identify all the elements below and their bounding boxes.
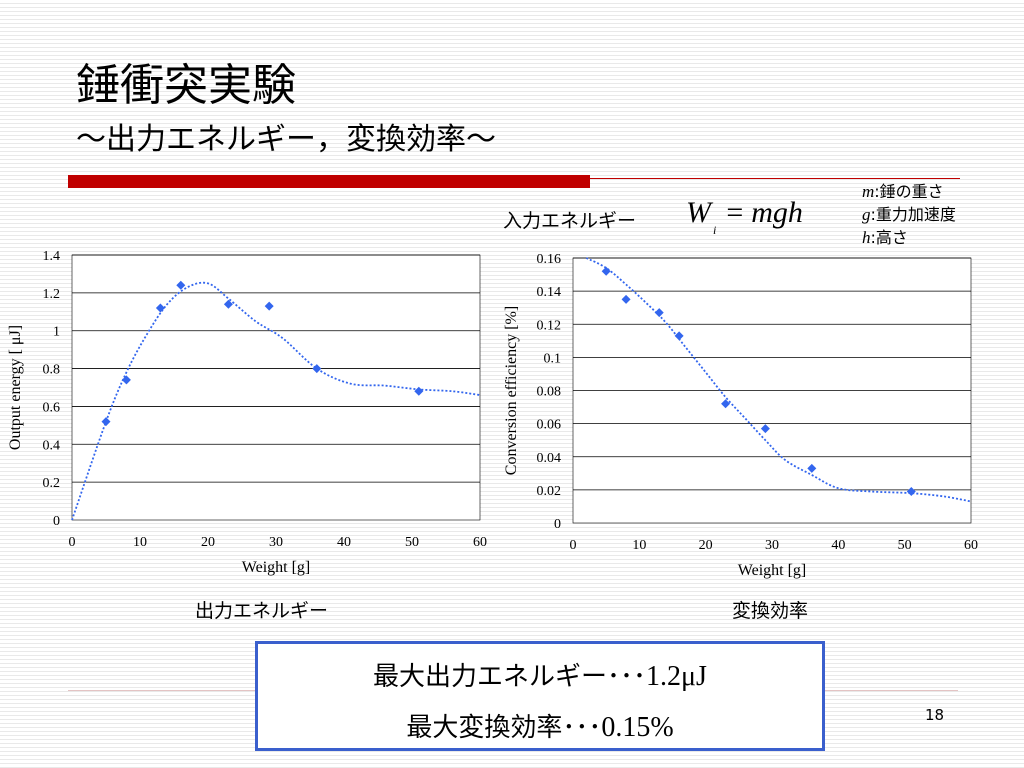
- output-energy-x-tick-label: 40: [337, 535, 351, 550]
- summary-max-output-value: 1.2μJ: [646, 661, 707, 692]
- output-energy-y-axis-label: Output energy [ μJ]: [7, 325, 24, 450]
- output-energy-x-axis-label: Weight [g]: [242, 559, 310, 576]
- variable-h: h:高さ: [862, 226, 956, 249]
- summary-max-efficiency: 最大変換効率･･･0.15%: [258, 707, 822, 744]
- title-accent-bar: [68, 175, 590, 188]
- output-energy-data-point: [264, 301, 274, 311]
- variable-symbol: g: [862, 205, 871, 224]
- variable-symbol: m: [862, 182, 875, 201]
- conversion-efficiency-chart-svg: 0 0.02 0.04 0.06 0.08 0.1 0.12 0.14 0.16 0 10 20 30 4…: [503, 252, 978, 579]
- conversion-efficiency-y-tick-label: 0.16: [537, 252, 562, 267]
- conversion-efficiency-y-tick-label: 0: [554, 517, 561, 532]
- summary-max-output: 最大出力エネルギー･･･1.2μJ: [258, 656, 822, 693]
- conversion-efficiency-data-point: [601, 266, 611, 276]
- formula-equals: =: [726, 196, 744, 229]
- conversion-efficiency-x-tick-label: 0: [570, 538, 577, 553]
- output-energy-data-point: [312, 364, 322, 374]
- output-energy-y-tick-label: 1.2: [43, 287, 61, 302]
- conversion-efficiency-y-tick-label: 0.06: [537, 418, 562, 433]
- output-energy-y-tick-label: 0.8: [43, 363, 61, 378]
- formula-rhs: mgh: [751, 196, 803, 229]
- conversion-efficiency-y-axis-label: Conversion efficiency [%]: [503, 306, 520, 475]
- page-number: 18: [925, 706, 945, 724]
- slide-subtitle: ～出力エネルギー，変換効率～: [76, 122, 496, 157]
- variable-desc: :錘の重さ: [874, 182, 944, 201]
- title-accent-rule: [590, 178, 960, 179]
- summary-max-efficiency-label: 最大変換効率･･･: [406, 713, 602, 743]
- formula-label: 入力エネルギー: [503, 210, 637, 232]
- output-energy-data-point: [101, 417, 111, 427]
- conversion-efficiency-data-point: [674, 331, 684, 341]
- conversion-efficiency-x-tick-label: 50: [898, 538, 912, 553]
- conversion-efficiency-data-point: [807, 463, 817, 473]
- output-energy-y-tick-label: 1.4: [43, 249, 61, 264]
- conversion-efficiency-x-axis-label: Weight [g]: [738, 562, 806, 579]
- conversion-efficiency-x-tick-label: 60: [964, 538, 978, 553]
- conversion-efficiency-y-tick-label: 0.08: [537, 385, 562, 400]
- output-energy-y-tick-label: 0: [53, 514, 60, 529]
- conversion-efficiency-caption: 変換効率: [732, 600, 809, 622]
- conversion-efficiency-data-point: [621, 294, 631, 304]
- output-energy-chart: 0 0.2 0.4 0.6 0.8 1 1.2 1.4 0 10 20 30 40 50 60 Weight …: [0, 240, 492, 592]
- formula-lhs: W: [686, 196, 711, 229]
- slide-title: 錘衝突実験: [76, 60, 296, 111]
- variable-desc: :高さ: [870, 228, 908, 247]
- formula-lhs-subscript: i: [713, 223, 717, 237]
- variable-desc: :重力加速度: [870, 205, 956, 224]
- output-energy-x-tick-label: 10: [133, 535, 147, 550]
- output-energy-data-point: [155, 303, 165, 313]
- summary-box: 最大出力エネルギー･･･1.2μJ 最大変換効率･･･0.15%: [255, 641, 825, 751]
- conversion-efficiency-y-tick-label: 0.14: [537, 285, 562, 300]
- output-energy-data-point: [414, 386, 424, 396]
- conversion-efficiency-x-tick-label: 40: [831, 538, 845, 553]
- output-energy-trend-line: [71, 281, 481, 521]
- output-energy-y-tick-label: 0.2: [43, 476, 61, 491]
- summary-max-efficiency-value: 0.15%: [601, 712, 674, 743]
- variable-g: g:重力加速度: [862, 203, 956, 226]
- conversion-efficiency-y-tick-label: 0.02: [537, 484, 562, 499]
- output-energy-x-tick-label: 50: [405, 535, 419, 550]
- output-energy-y-tick-label: 1: [53, 325, 60, 340]
- output-energy-y-tick-label: 0.6: [43, 400, 61, 415]
- variable-m: m:錘の重さ: [862, 180, 956, 203]
- output-energy-caption: 出力エネルギー: [195, 600, 329, 622]
- variable-legend: m:錘の重さ g:重力加速度 h:高さ: [862, 180, 956, 249]
- output-energy-data-point: [223, 299, 233, 309]
- output-energy-y-tick-label: 0.4: [43, 438, 61, 453]
- variable-symbol: h: [862, 228, 871, 247]
- output-energy-x-tick-label: 60: [473, 535, 487, 550]
- output-energy-data-point: [121, 375, 131, 385]
- conversion-efficiency-data-point: [906, 487, 916, 497]
- output-energy-x-tick-label: 0: [69, 535, 76, 550]
- conversion-efficiency-trend-line: [585, 257, 972, 503]
- output-energy-x-tick-label: 20: [201, 535, 215, 550]
- output-energy-chart-svg: 0 0.2 0.4 0.6 0.8 1 1.2 1.4 0 10 20 30 40 50 60 Weight …: [7, 249, 487, 576]
- conversion-efficiency-x-tick-label: 30: [765, 538, 779, 553]
- output-energy-x-tick-label: 30: [269, 535, 283, 550]
- conversion-efficiency-data-point: [721, 399, 731, 409]
- output-energy-data-point: [176, 280, 186, 290]
- conversion-efficiency-x-tick-label: 10: [632, 538, 646, 553]
- conversion-efficiency-y-tick-label: 0.1: [544, 351, 562, 366]
- conversion-efficiency-x-tick-label: 20: [699, 538, 713, 553]
- conversion-efficiency-data-point: [760, 424, 770, 434]
- conversion-efficiency-data-point: [654, 308, 664, 318]
- conversion-efficiency-y-tick-label: 0.04: [537, 451, 562, 466]
- output-energy-plot-area: [71, 254, 481, 521]
- conversion-efficiency-y-tick-label: 0.12: [537, 318, 562, 333]
- conversion-efficiency-chart: 0 0.02 0.04 0.06 0.08 0.1 0.12 0.14 0.16 0 10 20 30 4…: [498, 240, 990, 592]
- summary-max-output-label: 最大出力エネルギー･･･: [373, 662, 647, 692]
- input-energy-formula: Wi = mgh: [686, 196, 803, 237]
